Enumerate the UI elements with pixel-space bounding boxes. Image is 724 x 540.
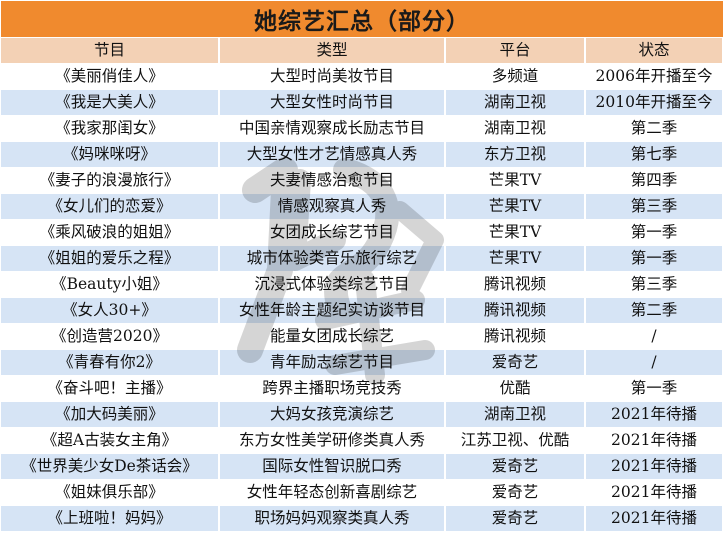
show-type-cell: 国际女性智识脱口秀: [219, 453, 446, 480]
show-name-cell: 《我家那闺女》: [1, 115, 220, 142]
header-show: 节目: [1, 38, 220, 64]
table-row: 《姐妹俱乐部》 女性年轻态创新喜剧综艺 爱奇艺 2021年待播: [1, 479, 724, 506]
show-type-cell: 大型女性时尚节目: [219, 89, 446, 116]
status-cell: 第七季: [585, 141, 724, 168]
show-type-cell: 大型时尚美妆节目: [219, 63, 446, 90]
platform-cell: 湖南卫视: [445, 89, 586, 116]
platform-cell: 湖南卫视: [445, 401, 586, 428]
status-cell: 第二季: [585, 297, 724, 324]
table-row: 《Beauty小姐》 沉浸式体验类综艺节目 腾讯视频 第三季: [1, 271, 724, 298]
platform-cell: 爱奇艺: [445, 349, 586, 376]
variety-show-table: 节目 类型 平台 状态 《美丽俏佳人》 大型时尚美妆节目 多频道 2006年开播至今《…: [1, 38, 724, 532]
table-row: 《美丽俏佳人》 大型时尚美妆节目 多频道 2006年开播至今: [1, 63, 724, 90]
table-title: 她综艺汇总（部分）: [1, 1, 723, 37]
show-type-cell: 东方女性美学研修类真人秀: [219, 427, 446, 454]
show-name-cell: 《女人30+》: [1, 297, 220, 324]
table-row: 《上班啦！妈妈》 职场妈妈观察类真人秀 爱奇艺 2021年待播: [1, 505, 724, 532]
show-type-cell: 沉浸式体验类综艺节目: [219, 271, 446, 298]
status-cell: 第一季: [585, 375, 724, 402]
status-cell: /: [585, 349, 724, 376]
table-row: 《创造营2020》 能量女团成长综艺 腾讯视频 /: [1, 323, 724, 350]
platform-cell: 芒果TV: [445, 219, 586, 246]
show-name-cell: 《奋斗吧！主播》: [1, 375, 220, 402]
platform-cell: 江苏卫视、优酷: [445, 427, 586, 454]
status-cell: 第一季: [585, 219, 724, 246]
table-row: 《世界美少女De茶话会》 国际女性智识脱口秀 爱奇艺 2021年待播: [1, 453, 724, 480]
status-cell: 第四季: [585, 167, 724, 194]
table-row: 《青春有你2》 青年励志综艺节目 爱奇艺 /: [1, 349, 724, 376]
platform-cell: 爱奇艺: [445, 453, 586, 480]
show-type-cell: 中国亲情观察成长励志节目: [219, 115, 446, 142]
platform-cell: 爱奇艺: [445, 505, 586, 532]
show-type-cell: 大妈女孩竞演综艺: [219, 401, 446, 428]
show-type-cell: 女性年轻态创新喜剧综艺: [219, 479, 446, 506]
platform-cell: 芒果TV: [445, 245, 586, 272]
show-name-cell: 《姐妹俱乐部》: [1, 479, 220, 506]
platform-cell: 芒果TV: [445, 193, 586, 220]
header-platform: 平台: [445, 38, 586, 64]
table-row: 《超A古装女主角》 东方女性美学研修类真人秀 江苏卫视、优酷 2021年待播: [1, 427, 724, 454]
show-name-cell: 《女儿们的恋爱》: [1, 193, 220, 220]
status-cell: 第三季: [585, 271, 724, 298]
show-type-cell: 跨界主播职场竞技秀: [219, 375, 446, 402]
table-row: 《女儿们的恋爱》 情感观察真人秀 芒果TV 第三季: [1, 193, 724, 220]
table-row: 《乘风破浪的姐姐》 女团成长综艺节目 芒果TV 第一季: [1, 219, 724, 246]
platform-cell: 多频道: [445, 63, 586, 90]
show-type-cell: 青年励志综艺节目: [219, 349, 446, 376]
table-body: 《美丽俏佳人》 大型时尚美妆节目 多频道 2006年开播至今 《我是大美人》 大型女性时尚…: [1, 63, 724, 532]
platform-cell: 湖南卫视: [445, 115, 586, 142]
status-cell: 2006年开播至今: [585, 63, 724, 90]
show-name-cell: 《姐姐的爱乐之程》: [1, 245, 220, 272]
table-row: 《我是大美人》 大型女性时尚节目 湖南卫视 2010年开播至今: [1, 89, 724, 116]
show-name-cell: 《我是大美人》: [1, 89, 220, 116]
status-cell: 2021年待播: [585, 401, 724, 428]
header-row: 节目 类型 平台 状态: [1, 38, 724, 64]
status-cell: 第二季: [585, 115, 724, 142]
show-name-cell: 《Beauty小姐》: [1, 271, 220, 298]
platform-cell: 爱奇艺: [445, 479, 586, 506]
show-name-cell: 《妈咪咪呀》: [1, 141, 220, 168]
show-type-cell: 大型女性才艺情感真人秀: [219, 141, 446, 168]
show-name-cell: 《创造营2020》: [1, 323, 220, 350]
show-type-cell: 情感观察真人秀: [219, 193, 446, 220]
table-row: 《加大码美丽》 大妈女孩竞演综艺 湖南卫视 2021年待播: [1, 401, 724, 428]
table-row: 《我家那闺女》 中国亲情观察成长励志节目 湖南卫视 第二季: [1, 115, 724, 142]
status-cell: 2021年待播: [585, 479, 724, 506]
status-cell: 2010年开播至今: [585, 89, 724, 116]
table-row: 《姐姐的爱乐之程》 城市体验类音乐旅行综艺 芒果TV 第一季: [1, 245, 724, 272]
table-row: 《奋斗吧！主播》 跨界主播职场竞技秀 优酷 第一季: [1, 375, 724, 402]
platform-cell: 芒果TV: [445, 167, 586, 194]
show-name-cell: 《乘风破浪的姐姐》: [1, 219, 220, 246]
status-cell: 2021年待播: [585, 453, 724, 480]
status-cell: 第三季: [585, 193, 724, 220]
show-name-cell: 《加大码美丽》: [1, 401, 220, 428]
show-type-cell: 夫妻情感治愈节目: [219, 167, 446, 194]
show-name-cell: 《超A古装女主角》: [1, 427, 220, 454]
platform-cell: 腾讯视频: [445, 297, 586, 324]
table-row: 《妈咪咪呀》 大型女性才艺情感真人秀 东方卫视 第七季: [1, 141, 724, 168]
status-cell: 2021年待播: [585, 427, 724, 454]
show-type-cell: 女性年龄主题纪实访谈节目: [219, 297, 446, 324]
show-type-cell: 城市体验类音乐旅行综艺: [219, 245, 446, 272]
platform-cell: 腾讯视频: [445, 323, 586, 350]
show-name-cell: 《世界美少女De茶话会》: [1, 453, 220, 480]
status-cell: 第一季: [585, 245, 724, 272]
table-row: 《女人30+》 女性年龄主题纪实访谈节目 腾讯视频 第二季: [1, 297, 724, 324]
header-status: 状态: [585, 38, 724, 64]
show-name-cell: 《青春有你2》: [1, 349, 220, 376]
status-cell: /: [585, 323, 724, 350]
show-type-cell: 职场妈妈观察类真人秀: [219, 505, 446, 532]
show-name-cell: 《妻子的浪漫旅行》: [1, 167, 220, 194]
platform-cell: 东方卫视: [445, 141, 586, 168]
platform-cell: 优酷: [445, 375, 586, 402]
platform-cell: 腾讯视频: [445, 271, 586, 298]
table-row: 《妻子的浪漫旅行》 夫妻情感治愈节目 芒果TV 第四季: [1, 167, 724, 194]
status-cell: 2021年待播: [585, 505, 724, 532]
show-name-cell: 《美丽俏佳人》: [1, 63, 220, 90]
show-type-cell: 能量女团成长综艺: [219, 323, 446, 350]
show-type-cell: 女团成长综艺节目: [219, 219, 446, 246]
header-type: 类型: [219, 38, 446, 64]
show-name-cell: 《上班啦！妈妈》: [1, 505, 220, 532]
